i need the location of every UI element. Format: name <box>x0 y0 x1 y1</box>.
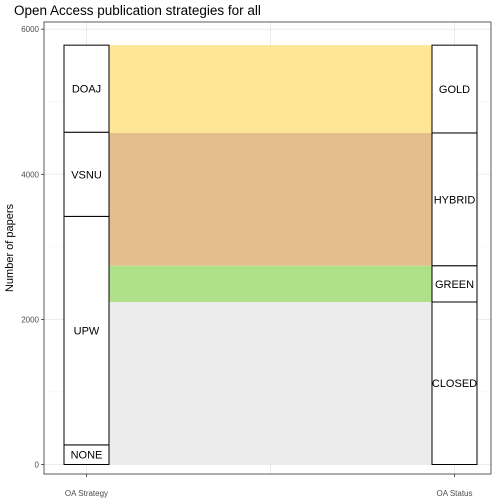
stratum-box-vsnu <box>63 131 110 217</box>
stratum-label-doaj: DOAJ <box>72 84 101 96</box>
y-tick-label: 2000 <box>21 315 39 324</box>
stratum-label-none: NONE <box>71 450 103 462</box>
stratum-box-upw <box>63 215 110 446</box>
stratum-box-hybrid <box>431 132 478 267</box>
x-tick-label: OA Status <box>436 489 472 498</box>
stratum-label-green: GREEN <box>435 279 474 291</box>
stratum-label-vsnu: VSNU <box>71 169 102 181</box>
flow-band-hybrid <box>109 132 432 266</box>
stratum-label-hybrid: HYBRID <box>434 194 476 206</box>
flow-band-closed <box>109 301 432 465</box>
stratum-label-upw: UPW <box>74 326 100 338</box>
stratum-box-gold <box>431 44 478 134</box>
stratum-label-gold: GOLD <box>439 84 470 96</box>
flow-band-green <box>109 265 432 302</box>
panel-border <box>43 21 492 475</box>
stratum-box-closed <box>431 301 478 465</box>
stratum-box-doaj <box>63 44 110 133</box>
y-axis-title: Number of papers <box>4 203 16 292</box>
stratum-label-closed: CLOSED <box>432 378 477 390</box>
y-tick-label: 4000 <box>21 170 39 179</box>
flow-band-gold <box>109 45 432 133</box>
chart-title: Open Access publication strategies for a… <box>14 3 261 18</box>
y-tick-label: 0 <box>35 461 40 470</box>
x-tick-label: OA Strategy <box>65 489 108 498</box>
y-tick-label: 6000 <box>21 25 39 34</box>
